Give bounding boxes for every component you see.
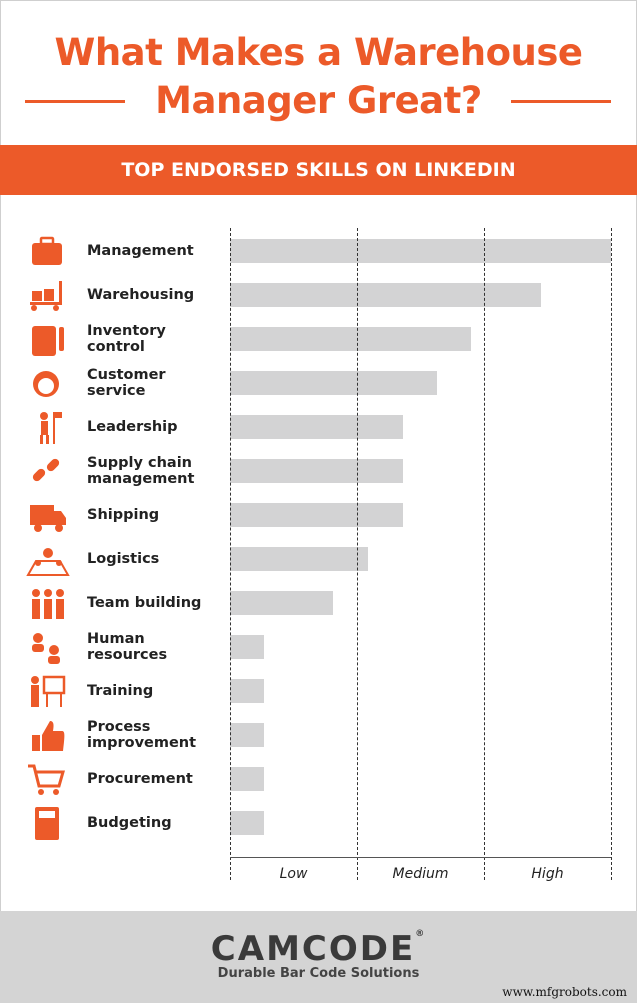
category-label: Process improvement <box>87 719 197 751</box>
bar-shipping <box>230 503 403 527</box>
person-flag-icon <box>40 412 62 444</box>
chart-row: Customer service <box>0 361 637 405</box>
team-icon <box>32 589 64 619</box>
category-label: Shipping <box>87 507 160 523</box>
bar-process-improvement <box>230 723 265 747</box>
bar-team-building <box>230 591 333 615</box>
category-label: Budgeting <box>87 815 172 831</box>
chart-row: Team building <box>0 581 637 625</box>
map-pins-icon <box>26 548 70 576</box>
title-rule-left <box>25 100 125 103</box>
category-label: Leadership <box>87 419 178 435</box>
bar-customer-service <box>230 371 437 395</box>
calculator-icon <box>35 807 59 840</box>
chart-row: Shipping <box>0 493 637 537</box>
bar-leadership <box>230 415 403 439</box>
chart-row: Inventory control <box>0 317 637 361</box>
gridline <box>611 228 612 880</box>
bar-training <box>230 679 265 703</box>
briefcase-icon <box>32 236 62 265</box>
headset-agent-icon <box>33 371 59 397</box>
chart-row: Budgeting <box>0 801 637 845</box>
clipboard-checklist-icon <box>32 326 64 356</box>
title-rule-right <box>511 100 611 103</box>
footer: CAMCODE® Durable Bar Code Solutions www.… <box>0 911 637 1003</box>
chart-row: Warehousing <box>0 273 637 317</box>
gridline <box>357 228 358 880</box>
category-label: Inventory control <box>87 323 166 355</box>
category-label: Team building <box>87 595 202 611</box>
scale-label: Low <box>279 866 308 882</box>
bar-logistics <box>230 547 369 571</box>
title-line-1: What Makes a Warehouse <box>54 31 583 74</box>
title-line-2: Manager Great? <box>155 79 482 122</box>
registered-mark: ® <box>415 929 427 939</box>
bar-human-resources <box>230 635 265 659</box>
watermark: www.mfgrobots.com <box>502 985 627 999</box>
category-label: Supply chain management <box>87 455 195 487</box>
scale-label: Medium <box>392 866 449 882</box>
category-label: Procurement <box>87 771 193 787</box>
category-label: Management <box>87 243 194 259</box>
chart-row: Logistics <box>0 537 637 581</box>
hand-truck-icon <box>30 281 62 311</box>
category-label: Logistics <box>87 551 160 567</box>
broken-chain-icon <box>32 458 60 482</box>
category-label: Training <box>87 683 154 699</box>
bar-management <box>230 239 611 263</box>
people-exchange-icon <box>32 633 60 664</box>
axis-baseline <box>230 857 611 858</box>
bar-budgeting <box>230 811 265 835</box>
chart-row: Human resources <box>0 625 637 669</box>
scale-label: High <box>531 866 564 882</box>
camcode-logo: CAMCODE® <box>0 929 637 969</box>
shopping-cart-icon <box>28 764 65 795</box>
bar-supply-chain-management <box>230 459 403 483</box>
bar-inventory-control <box>230 327 472 351</box>
gridline <box>230 228 231 880</box>
bar-warehousing <box>230 283 542 307</box>
thumbs-up-icon <box>32 721 65 751</box>
bar-procurement <box>230 767 265 791</box>
chart-row: Training <box>0 669 637 713</box>
delivery-truck-icon <box>30 505 66 532</box>
chart-row: Process improvement <box>0 713 637 757</box>
presenter-board-icon <box>31 675 66 707</box>
chart-row: Supply chain management <box>0 449 637 493</box>
section-banner: TOP ENDORSED SKILLS ON LINKEDIN <box>0 145 637 195</box>
category-label: Warehousing <box>87 287 195 303</box>
tagline: Durable Bar Code Solutions <box>217 966 420 981</box>
category-label: Customer service <box>87 367 166 399</box>
gridline <box>484 228 485 880</box>
category-label: Human resources <box>87 631 168 663</box>
chart-row: Management <box>0 229 637 273</box>
chart-row: Leadership <box>0 405 637 449</box>
chart-row: Procurement <box>0 757 637 801</box>
logo-text: CAMCODE <box>210 929 416 969</box>
